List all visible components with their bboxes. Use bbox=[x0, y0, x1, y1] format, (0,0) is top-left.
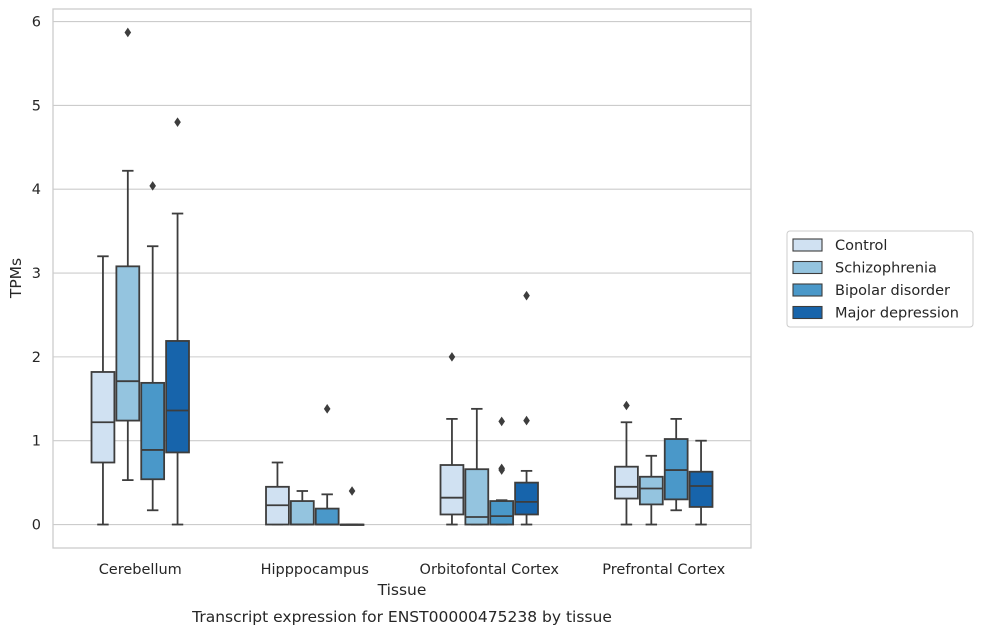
legend-label: Bipolar disorder bbox=[835, 283, 950, 299]
box-group bbox=[614, 400, 639, 526]
legend-swatch bbox=[792, 283, 823, 297]
outlier-point bbox=[149, 181, 156, 191]
box-group bbox=[90, 255, 116, 526]
legend-frame bbox=[786, 230, 974, 328]
box bbox=[439, 464, 465, 516]
legend-swatch bbox=[792, 260, 823, 275]
box-group bbox=[289, 490, 315, 526]
box-group bbox=[464, 407, 490, 526]
x-tick-label: Prefrontal Cortex bbox=[602, 562, 725, 578]
box bbox=[489, 500, 515, 526]
plot-frame bbox=[52, 8, 752, 549]
series-major-depression bbox=[165, 117, 714, 526]
box bbox=[115, 265, 141, 422]
box-group bbox=[165, 117, 190, 526]
box bbox=[514, 481, 539, 516]
y-tick-label: 0 bbox=[32, 518, 41, 534]
legend-label: Schizophrenia bbox=[835, 261, 937, 277]
chart-caption: Transcript expression for ENST0000047523… bbox=[191, 608, 612, 626]
y-tick-label: 6 bbox=[32, 15, 41, 31]
box-group bbox=[514, 290, 539, 526]
y-tick-label: 1 bbox=[32, 434, 41, 450]
box-group bbox=[439, 352, 465, 526]
outlier-point bbox=[124, 27, 132, 38]
y-axis-title: TPMs bbox=[7, 258, 25, 299]
box-group bbox=[688, 439, 714, 526]
series-schizophrenia bbox=[115, 27, 664, 526]
box-group bbox=[663, 418, 689, 512]
box bbox=[464, 468, 490, 526]
box bbox=[638, 475, 664, 506]
y-tick-label: 2 bbox=[32, 350, 41, 366]
x-tick-label: Orbitofontal Cortex bbox=[420, 562, 560, 578]
legend-swatch bbox=[792, 238, 823, 252]
outlier-point bbox=[348, 486, 356, 496]
legend-label: Control bbox=[835, 238, 887, 254]
outlier-point bbox=[174, 117, 181, 127]
y-tick-label: 3 bbox=[32, 266, 41, 282]
series-control bbox=[90, 255, 639, 526]
outlier-point bbox=[498, 463, 505, 474]
outlier-point bbox=[623, 400, 630, 411]
box-series bbox=[90, 27, 714, 526]
box bbox=[688, 470, 714, 508]
x-tick-labels: Cerebellum Hipppocampus Orbitofontal Corte… bbox=[99, 562, 726, 578]
box-group bbox=[115, 27, 141, 482]
outlier-point bbox=[323, 404, 331, 414]
y-tick-labels: 0 1 2 3 4 5 6 bbox=[32, 15, 41, 534]
x-axis-title: Tissue bbox=[377, 581, 427, 599]
y-tick-label: 5 bbox=[32, 98, 41, 114]
box-group bbox=[314, 404, 340, 526]
box-group bbox=[265, 461, 290, 526]
box-group bbox=[489, 416, 515, 526]
outlier-point bbox=[523, 415, 530, 426]
x-tick-label: Hipppocampus bbox=[261, 562, 369, 578]
outlier-point bbox=[523, 290, 530, 301]
box-group bbox=[638, 454, 664, 526]
legend: Control Schizophrenia Bipolar disorder Majo… bbox=[786, 230, 974, 328]
legend-label: Major depression bbox=[835, 306, 959, 322]
box bbox=[140, 381, 166, 481]
box bbox=[614, 465, 639, 500]
box-group bbox=[140, 181, 166, 512]
outlier-point bbox=[498, 416, 505, 427]
outlier-point bbox=[448, 352, 456, 362]
box-group bbox=[339, 486, 365, 526]
box bbox=[90, 371, 116, 464]
series-bipolar-disorder bbox=[140, 181, 689, 526]
y-tick-label: 4 bbox=[32, 182, 41, 198]
box bbox=[165, 340, 190, 454]
x-tick-label: Cerebellum bbox=[99, 562, 182, 578]
box bbox=[289, 500, 315, 526]
legend-swatch bbox=[792, 305, 823, 320]
box bbox=[314, 507, 340, 526]
